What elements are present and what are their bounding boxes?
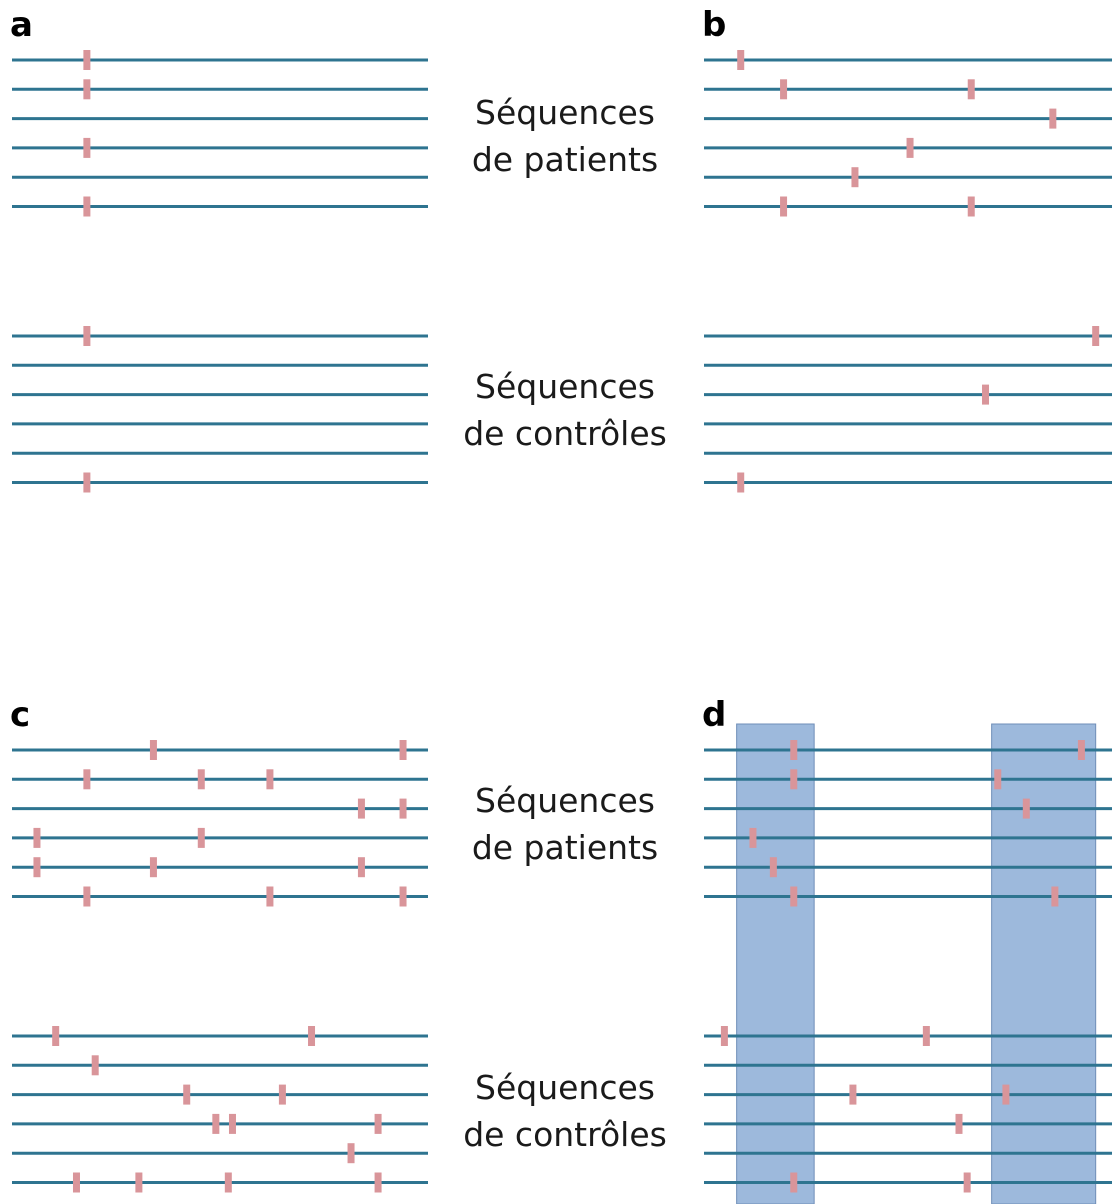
mutation-mark-c-patients-6-1 <box>83 886 91 907</box>
mutation-mark-d-patients-1-2 <box>1077 740 1085 760</box>
mutation-mark-b-controls-1-1 <box>1092 326 1100 346</box>
mutation-mark-d-controls-6-1 <box>790 1172 798 1193</box>
mutation-mark-a-controls-1-1 <box>83 326 91 346</box>
mutation-mark-c-controls-3-1 <box>183 1084 191 1105</box>
mutation-mark-c-controls-6-1 <box>72 1172 80 1193</box>
mutation-mark-d-controls-3-2 <box>1002 1084 1010 1105</box>
mutation-mark-c-controls-6-3 <box>224 1172 232 1193</box>
mutation-mark-d-patients-4-1 <box>749 827 757 848</box>
mutation-mark-c-patients-1-1 <box>149 740 157 760</box>
top-patients-label-line1: Séquences <box>475 93 655 132</box>
mutation-mark-d-controls-3-1 <box>849 1084 857 1105</box>
mutation-mark-c-patients-1-2 <box>399 740 407 760</box>
conserved-region-highlights <box>736 723 1097 1204</box>
bottom-controls-label-line2: de contrôles <box>463 1115 667 1154</box>
panel-letter-d: d <box>702 695 726 735</box>
mutation-mark-a-controls-6-1 <box>83 472 91 493</box>
bottom-controls-label-line1: Séquences <box>475 1068 655 1107</box>
bottom-patients-label-line1: Séquences <box>475 781 655 820</box>
mutation-mark-b-patients-6-1 <box>780 196 788 217</box>
top-controls-label-line1: Séquences <box>475 367 655 406</box>
mutation-mark-d-patients-2-1 <box>790 769 798 790</box>
panel-letter-c: c <box>10 695 30 735</box>
highlight-region-d-1 <box>736 723 815 1204</box>
mutation-mark-c-patients-3-1 <box>357 798 365 819</box>
mutation-mark-c-controls-6-4 <box>374 1172 382 1193</box>
mutation-mark-c-controls-3-2 <box>278 1084 286 1105</box>
mutation-mark-d-patients-2-2 <box>994 769 1002 790</box>
mutation-mark-c-patients-4-1 <box>33 827 41 848</box>
mutation-mark-c-controls-5-1 <box>347 1143 355 1164</box>
mutation-mark-c-patients-4-2 <box>197 827 205 848</box>
bottom-patients-label-line2: de patients <box>472 828 658 867</box>
panel-letter-b: b <box>702 5 726 45</box>
top-patients-label-line2: de patients <box>472 140 658 179</box>
mutation-mark-a-patients-4-1 <box>83 137 91 158</box>
mutation-mark-c-patients-2-1 <box>83 769 91 790</box>
top-controls-label-line2: de contrôles <box>463 414 667 453</box>
mutation-mark-c-controls-1-2 <box>308 1026 316 1046</box>
mutation-mark-b-controls-6-1 <box>737 472 745 493</box>
mutation-mark-a-patients-6-1 <box>83 196 91 217</box>
mutation-mark-d-patients-3-1 <box>1022 798 1030 819</box>
mutation-mark-d-patients-5-1 <box>769 857 777 878</box>
mutation-mark-c-patients-5-3 <box>357 857 365 878</box>
mutation-mark-c-patients-5-1 <box>33 857 41 878</box>
highlight-region-d-2 <box>991 723 1097 1204</box>
mutation-mark-d-patients-1-1 <box>790 740 798 760</box>
mutation-mark-b-patients-5-1 <box>851 167 859 188</box>
panel-letter-a: a <box>10 5 33 45</box>
mutation-mark-b-patients-1-1 <box>737 50 745 70</box>
mutation-mark-c-patients-6-2 <box>266 886 274 907</box>
mutation-mark-c-controls-1-1 <box>52 1026 60 1046</box>
mutation-mark-b-patients-3-1 <box>1049 108 1057 129</box>
sequence-panels <box>12 50 1112 1193</box>
mutation-mark-d-patients-6-1 <box>790 886 798 907</box>
mutation-mark-c-controls-4-2 <box>228 1113 236 1134</box>
mutation-mark-d-controls-4-1 <box>955 1113 963 1134</box>
mutation-mark-c-controls-4-3 <box>374 1113 382 1134</box>
mutation-mark-c-patients-6-3 <box>399 886 407 907</box>
mutation-mark-b-patients-2-1 <box>780 79 788 100</box>
mutation-mark-b-controls-3-1 <box>982 384 990 405</box>
mutation-mark-c-patients-2-3 <box>266 769 274 790</box>
mutation-mark-a-patients-1-1 <box>83 50 91 70</box>
mutation-mark-d-controls-6-2 <box>963 1172 971 1193</box>
mutation-mark-c-controls-2-1 <box>91 1055 99 1076</box>
mutation-mark-d-controls-1-1 <box>720 1026 728 1046</box>
mutation-mark-d-patients-6-2 <box>1051 886 1059 907</box>
mutation-mark-c-patients-5-2 <box>149 857 157 878</box>
mutation-mark-b-patients-6-2 <box>967 196 975 217</box>
mutation-mark-b-patients-2-2 <box>967 79 975 100</box>
mutation-mark-c-controls-4-1 <box>212 1113 220 1134</box>
mutation-mark-c-patients-2-2 <box>197 769 205 790</box>
mutation-mark-d-controls-1-2 <box>922 1026 930 1046</box>
mutation-mark-c-controls-6-2 <box>135 1172 143 1193</box>
mutation-mark-c-patients-3-2 <box>399 798 407 819</box>
mutation-mark-b-patients-4-1 <box>906 137 914 158</box>
mutation-mark-a-patients-2-1 <box>83 79 91 100</box>
